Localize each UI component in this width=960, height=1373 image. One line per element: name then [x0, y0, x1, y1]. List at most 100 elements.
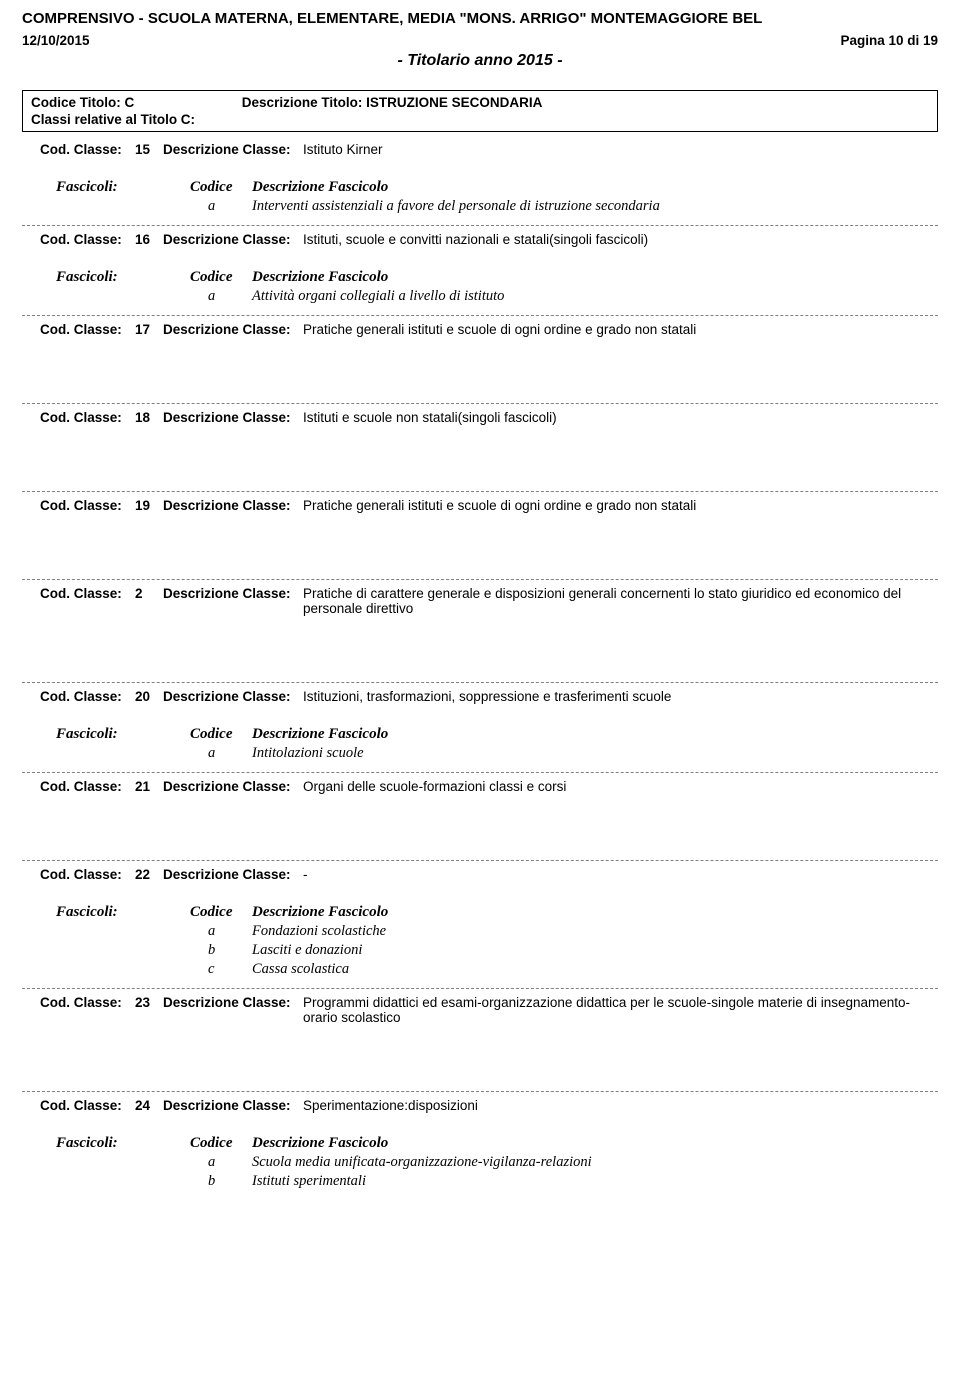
classi-list: Cod. Classe:15Descrizione Classe:Istitut… — [22, 142, 938, 1190]
fascicolo-row: aInterventi assistenziali a favore del p… — [56, 198, 938, 215]
document-title: - Titolario anno 2015 - — [22, 52, 938, 70]
cod-classe-value: 24 — [135, 1098, 163, 1113]
fascicolo-text: Fondazioni scolastiche — [252, 923, 938, 940]
cod-classe-value: 22 — [135, 867, 163, 882]
desc-classe-label: Descrizione Classe: — [163, 779, 303, 794]
spacer — [22, 978, 938, 984]
fascicolo-code: c — [190, 961, 252, 978]
fascicoli-label: Fascicoli: — [56, 904, 190, 921]
fascicolo-row: bIstituti sperimentali — [56, 1173, 938, 1190]
fascicoli-label: Fascicoli: — [56, 726, 190, 743]
cod-classe-label: Cod. Classe: — [40, 322, 135, 337]
desc-classe-label: Descrizione Classe: — [163, 586, 303, 616]
codice-col-label: Codice — [190, 1135, 252, 1152]
fascicoli-block: Fascicoli:CodiceDescrizione FascicoloaFo… — [56, 904, 938, 978]
classi-relative-label: Classi relative al Titolo C: — [31, 112, 929, 127]
divider — [22, 315, 938, 316]
codice-col-label: Codice — [190, 726, 252, 743]
spacer — [22, 425, 938, 487]
fascicolo-row: aScuola media unificata-organizzazione-v… — [56, 1154, 938, 1171]
spacer — [22, 762, 938, 768]
spacer — [22, 794, 938, 856]
cod-classe-label: Cod. Classe: — [40, 232, 135, 247]
divider — [22, 403, 938, 404]
titolo-box: Codice Titolo: C Descrizione Titolo: IST… — [22, 90, 938, 132]
desc-classe-value: - — [303, 867, 938, 882]
spacer — [22, 513, 938, 575]
fascicoli-header: Fascicoli:CodiceDescrizione Fascicolo — [56, 1135, 938, 1152]
cod-classe-value: 18 — [135, 410, 163, 425]
fascicolo-text: Attività organi collegiali a livello di … — [252, 288, 938, 305]
codice-col-label: Codice — [190, 269, 252, 286]
cod-classe-label: Cod. Classe: — [40, 779, 135, 794]
cod-classe-label: Cod. Classe: — [40, 995, 135, 1025]
classe-row: Cod. Classe:19Descrizione Classe:Pratich… — [40, 498, 938, 513]
cod-classe-value: 17 — [135, 322, 163, 337]
spacer — [56, 198, 190, 215]
spacer — [56, 923, 190, 940]
desc-classe-label: Descrizione Classe: — [163, 689, 303, 704]
fascicoli-block: Fascicoli:CodiceDescrizione Fascicolo aSc… — [56, 1135, 938, 1190]
spacer — [56, 942, 190, 959]
divider — [22, 579, 938, 580]
cod-classe-label: Cod. Classe: — [40, 410, 135, 425]
desc-classe-value: Organi delle scuole-formazioni classi e … — [303, 779, 938, 794]
desc-classe-value: Pratiche generali istituti e scuole di o… — [303, 322, 938, 337]
cod-classe-label: Cod. Classe: — [40, 689, 135, 704]
fascicolo-code: a — [190, 198, 252, 215]
cod-classe-value: 21 — [135, 779, 163, 794]
codice-titolo-label: Codice Titolo: — [31, 95, 121, 110]
spacer — [56, 961, 190, 978]
desc-classe-value: Pratiche generali istituti e scuole di o… — [303, 498, 938, 513]
cod-classe-value: 16 — [135, 232, 163, 247]
desc-classe-label: Descrizione Classe: — [163, 322, 303, 337]
desc-fascicolo-col-label: Descrizione Fascicolo — [252, 269, 388, 286]
desc-fascicolo-col-label: Descrizione Fascicolo — [252, 1135, 388, 1152]
classe-row: Cod. Classe:17Descrizione Classe:Pratich… — [40, 322, 938, 337]
cod-classe-value: 19 — [135, 498, 163, 513]
fascicoli-header: Fascicoli:CodiceDescrizione Fascicolo — [56, 269, 938, 286]
cod-classe-value: 2 — [135, 586, 163, 616]
divider — [22, 682, 938, 683]
fascicoli-block: Fascicoli:CodiceDescrizione FascicoloaIn… — [56, 179, 938, 215]
divider — [22, 988, 938, 989]
classe-row: Cod. Classe:24Descrizione Classe:Sperime… — [40, 1098, 938, 1113]
fascicoli-label: Fascicoli: — [56, 179, 190, 196]
cod-classe-label: Cod. Classe: — [40, 586, 135, 616]
classe-row: Cod. Classe:23Descrizione Classe:Program… — [40, 995, 938, 1025]
divider — [22, 772, 938, 773]
spacer — [22, 215, 938, 221]
fascicoli-block: Fascicoli:CodiceDescrizione FascicoloaIn… — [56, 726, 938, 762]
desc-classe-value: Istituzioni, trasformazioni, soppression… — [303, 689, 938, 704]
fascicolo-text: Intitolazioni scuole — [252, 745, 938, 762]
desc-classe-value: Istituti, scuole e convitti nazionali e … — [303, 232, 938, 247]
desc-titolo-value: ISTRUZIONE SECONDARIA — [366, 95, 542, 110]
desc-classe-value: Istituto Kirner — [303, 142, 938, 157]
fascicolo-code: b — [190, 942, 252, 959]
desc-classe-label: Descrizione Classe: — [163, 995, 303, 1025]
spacer — [56, 745, 190, 762]
classe-row: Cod. Classe:22Descrizione Classe:- — [40, 867, 938, 882]
divider — [22, 225, 938, 226]
cod-classe-label: Cod. Classe: — [40, 142, 135, 157]
fascicolo-text: Interventi assistenziali a favore del pe… — [252, 198, 938, 215]
doc-date: 12/10/2015 — [22, 33, 90, 48]
desc-classe-label: Descrizione Classe: — [163, 232, 303, 247]
fascicolo-text: Cassa scolastica — [252, 961, 938, 978]
spacer — [22, 1025, 938, 1087]
titolo-code-line: Codice Titolo: C Descrizione Titolo: IST… — [31, 95, 929, 110]
desc-classe-value: Pratiche di carattere generale e disposi… — [303, 586, 938, 616]
divider — [22, 1091, 938, 1092]
spacer — [56, 288, 190, 305]
fascicolo-code: a — [190, 923, 252, 940]
codice-col-label: Codice — [190, 904, 252, 921]
fascicolo-code: a — [190, 1154, 252, 1171]
fascicolo-code: a — [190, 288, 252, 305]
spacer — [56, 1173, 190, 1190]
classe-row: Cod. Classe:21Descrizione Classe:Organi … — [40, 779, 938, 794]
desc-fascicolo-col-label: Descrizione Fascicolo — [252, 726, 388, 743]
divider — [22, 491, 938, 492]
desc-fascicolo-col-label: Descrizione Fascicolo — [252, 904, 388, 921]
fascicoli-header: Fascicoli:CodiceDescrizione Fascicolo — [56, 726, 938, 743]
codice-titolo-value: C — [125, 95, 135, 110]
